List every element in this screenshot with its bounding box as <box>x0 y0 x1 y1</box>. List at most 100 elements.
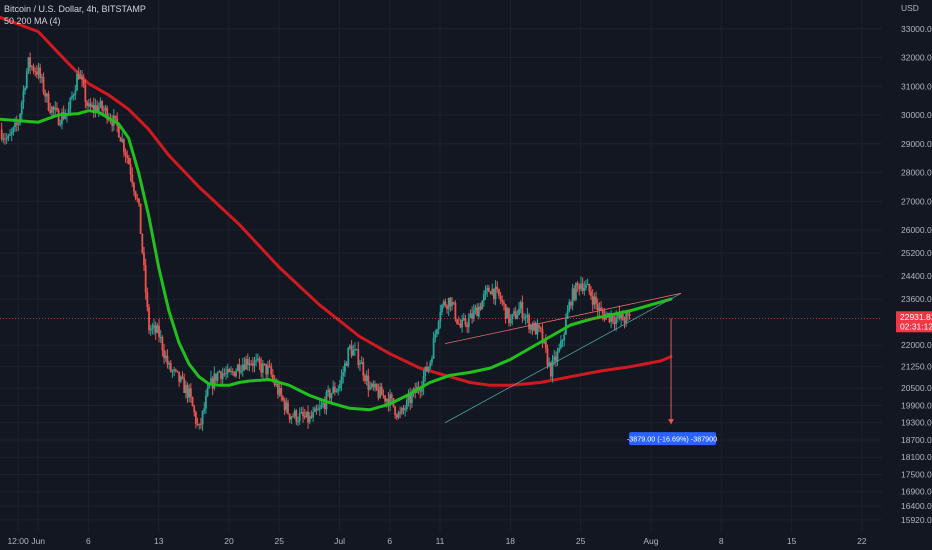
candle-body <box>263 363 266 365</box>
candle-body <box>164 355 167 358</box>
candle-body <box>228 369 231 372</box>
candle-body <box>389 394 392 407</box>
candle-body <box>355 349 358 351</box>
candle-body <box>238 364 241 373</box>
candle-body <box>372 383 375 388</box>
candle-body <box>437 321 440 330</box>
candle-body <box>47 93 50 111</box>
candle-body <box>32 66 35 72</box>
candle-body <box>563 334 566 341</box>
candle-body <box>106 107 109 120</box>
candle-body <box>349 345 351 348</box>
candle-body <box>40 76 43 78</box>
x-axis[interactable]: 12:00 Jun 6 13 20 25 Jul 6 11 18 25 Aug 8 15 22 <box>7 536 866 546</box>
candle-body <box>258 358 261 364</box>
y-tick-label: 23600.00 <box>901 294 932 304</box>
candle-body <box>268 365 271 367</box>
candle-body <box>193 406 196 413</box>
candle-body <box>499 295 502 301</box>
candle-body <box>320 405 323 408</box>
candle-body <box>69 98 72 109</box>
candle-body <box>56 107 58 110</box>
candle-body <box>559 340 562 348</box>
candle-body <box>29 57 32 68</box>
candle-body <box>235 370 237 377</box>
candle-body <box>364 375 366 381</box>
candle-body <box>551 359 554 377</box>
candle-body <box>260 363 263 373</box>
candle-body <box>608 313 611 322</box>
candle-body <box>136 198 139 200</box>
candle-body <box>477 306 480 317</box>
candle-body <box>7 135 10 139</box>
candle-body <box>360 362 363 364</box>
candle-body <box>501 300 504 303</box>
candle-body <box>34 71 37 73</box>
candle-body <box>457 323 460 325</box>
candle-body <box>51 106 53 113</box>
y-tick-label: 19900.00 <box>901 400 932 410</box>
candle-body <box>327 389 330 393</box>
candle-body <box>148 307 150 331</box>
candle-body <box>454 303 457 320</box>
ma200-line-group <box>0 15 673 387</box>
candle-body <box>240 370 242 373</box>
candle-body <box>528 314 530 330</box>
candle-body <box>96 105 99 112</box>
candle-body <box>524 316 527 318</box>
candle-body <box>369 386 371 390</box>
candle-body <box>248 363 251 366</box>
candle-body <box>243 364 246 370</box>
axis-labels-group: -3879.00 (-16.69%) -387900 22931.8102:31:… <box>627 311 932 446</box>
candle-body <box>506 307 509 319</box>
candle-body <box>178 371 181 382</box>
candle-body <box>129 164 132 175</box>
candle-body <box>461 319 463 328</box>
y-tick-label: 27000.00 <box>901 196 932 206</box>
y-tick-label: 28000.00 <box>901 168 932 178</box>
candle-body <box>518 308 520 316</box>
candle-body <box>176 370 179 372</box>
candle-body <box>476 307 479 317</box>
candle-body <box>432 337 435 359</box>
candle-body <box>566 311 569 319</box>
candle-body <box>226 369 229 374</box>
candle-body <box>174 369 177 371</box>
candle-body <box>590 291 592 297</box>
candle-body <box>521 302 524 319</box>
y-tick-label: 33000.00 <box>901 24 932 34</box>
candle-body <box>255 359 258 361</box>
symbol-title[interactable]: Bitcoin / U.S. Dollar, 4h, BITSTAMP <box>4 4 146 14</box>
indicator-title[interactable]: 50 200 MA (4) <box>4 16 61 26</box>
candle-body <box>531 324 534 331</box>
candle-body <box>405 399 408 410</box>
y-axis[interactable]: 33000.00 32000.00 31000.00 30000.00 29000.00… <box>901 3 932 525</box>
y-tick-label: 31000.00 <box>901 81 932 91</box>
candle-body <box>546 348 549 366</box>
candle-body <box>206 387 209 396</box>
candle-body <box>474 307 477 311</box>
candle-body <box>126 155 129 158</box>
candle-body <box>168 362 171 365</box>
candle-body <box>292 416 294 418</box>
candle-body <box>375 384 378 390</box>
candle-body <box>317 409 320 411</box>
candle-body <box>571 288 574 306</box>
candle-body <box>533 323 535 331</box>
candle-body <box>230 371 232 373</box>
candle-body <box>71 96 73 99</box>
candle-body <box>122 139 125 152</box>
candle-body <box>586 284 589 286</box>
candle-body <box>188 388 191 398</box>
candle-body <box>558 347 561 352</box>
chart-legend[interactable]: Bitcoin / U.S. Dollar, 4h, BITSTAMP 50 2… <box>4 3 146 27</box>
candle-body <box>20 102 23 115</box>
candle-body <box>198 423 201 425</box>
candle-body <box>218 371 221 373</box>
candle-body <box>225 373 227 375</box>
candle-body <box>277 384 279 395</box>
candle-body <box>183 378 186 393</box>
candle-body <box>441 305 443 313</box>
